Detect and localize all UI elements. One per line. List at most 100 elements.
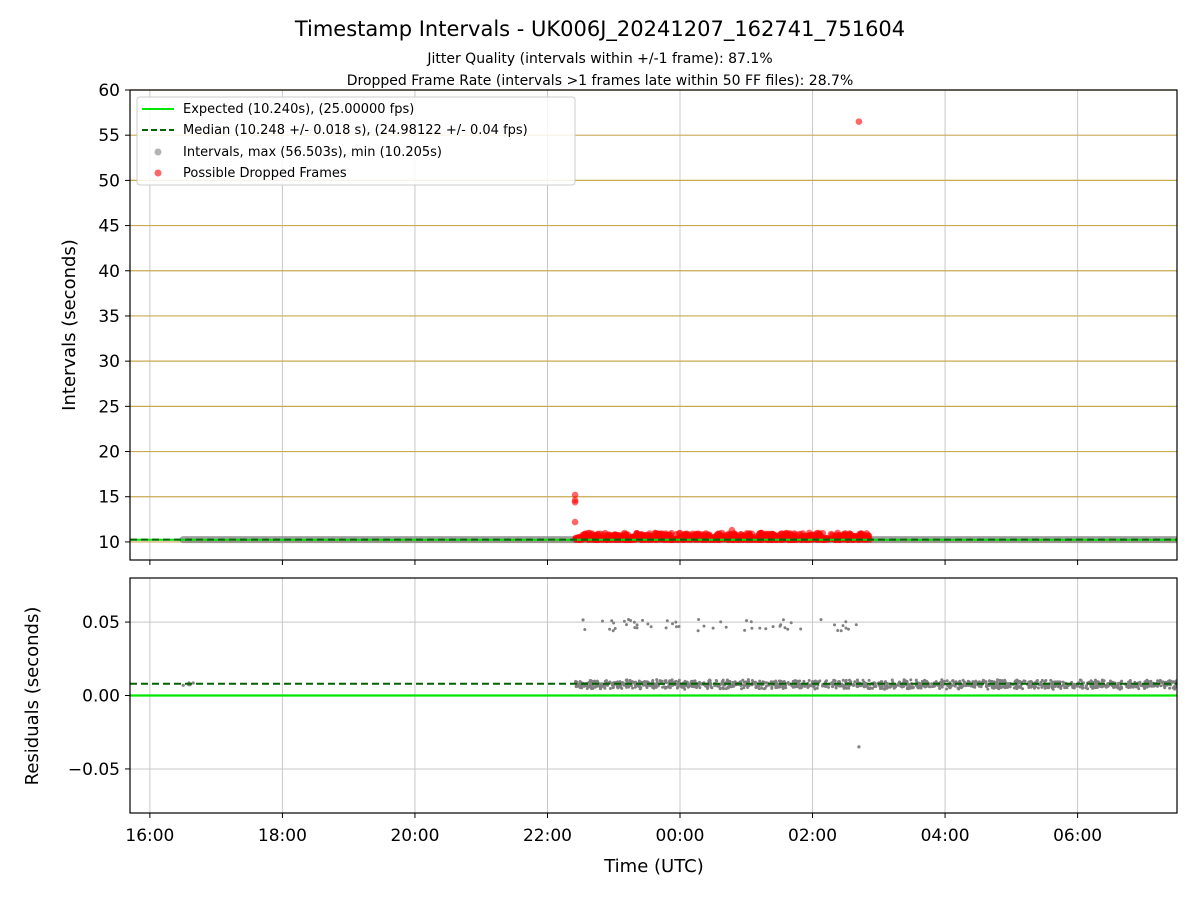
residual-upper-point: [581, 618, 585, 622]
residual-upper-point: [786, 627, 790, 631]
residual-point: [718, 686, 722, 690]
residual-point: [1150, 682, 1153, 686]
residual-point: [837, 680, 841, 683]
x-tick-label: 16:00: [125, 826, 174, 846]
residual-point: [676, 685, 680, 689]
residual-point: [1127, 685, 1131, 688]
residual-point: [740, 687, 743, 691]
residual-point: [784, 684, 787, 688]
residual-point: [797, 683, 801, 687]
residual-point: [661, 685, 665, 689]
residual-point: [848, 678, 851, 682]
residual-upper-point: [601, 619, 604, 623]
residual-point: [1079, 679, 1083, 682]
residual-point: [890, 678, 894, 682]
residual-point: [731, 680, 735, 684]
residual-point: [615, 685, 619, 689]
residual-point: [1059, 684, 1063, 688]
intervals-y-tick-label: 20: [98, 443, 120, 463]
residual-point: [725, 679, 729, 682]
intervals-y-tick-label: 10: [98, 533, 120, 553]
residual-upper-point: [613, 627, 617, 630]
residual-upper-point: [724, 625, 728, 629]
residual-upper-point: [783, 626, 787, 630]
residual-point: [984, 681, 988, 685]
residual-point: [721, 678, 725, 682]
legend: Expected (10.240s), (25.00000 fps) Media…: [136, 96, 576, 186]
residual-point: [925, 680, 929, 684]
dropped-frame-point: [771, 532, 778, 539]
intervals-y-tick-label: 25: [98, 397, 120, 417]
residual-upper-point: [635, 623, 639, 627]
residual-upper-point: [635, 626, 639, 630]
residual-point: [1156, 679, 1160, 683]
residual-upper-point: [629, 619, 633, 622]
residual-point: [987, 679, 991, 683]
residual-point: [864, 682, 868, 685]
residual-point: [945, 687, 949, 691]
residual-point: [627, 685, 631, 689]
residual-point: [945, 679, 949, 683]
residual-point: [993, 685, 997, 689]
residual-point: [778, 685, 782, 689]
residual-point: [580, 686, 584, 690]
residual-point: [601, 684, 605, 688]
residual-point: [1106, 682, 1110, 686]
residual-upper-point: [611, 629, 615, 633]
residual-point: [1147, 684, 1151, 688]
residual-point: [867, 678, 871, 682]
residual-point: [909, 686, 913, 690]
residual-point: [922, 684, 926, 688]
residual-upper-point: [665, 619, 669, 623]
intervals-y-tick-label: 45: [98, 217, 120, 237]
residual-point: [973, 685, 977, 689]
residual-upper-point: [674, 625, 678, 629]
residual-point: [1049, 678, 1053, 682]
residual-point: [962, 681, 966, 685]
residual-upper-point: [622, 619, 626, 623]
residual-point: [1003, 678, 1007, 682]
residual-point: [728, 679, 732, 683]
dropped-frame-point: [846, 530, 853, 537]
residual-point: [940, 684, 944, 688]
x-tick-label: 00:00: [656, 826, 705, 846]
residual-point: [1126, 682, 1130, 686]
residual-point: [1044, 679, 1048, 682]
residual-upper-point: [697, 618, 701, 621]
dropped-frame-point: [716, 531, 723, 538]
residual-point: [1050, 686, 1054, 690]
residual-upper-point: [711, 626, 715, 630]
legend-dropped-swatch: [154, 169, 162, 177]
residual-point: [644, 680, 648, 684]
residual-point: [1015, 678, 1019, 682]
residual-point: [1161, 681, 1165, 685]
intervals-y-tick-label: 50: [98, 171, 120, 191]
figure-title: Timestamp Intervals - UK006J_20241207_16…: [294, 17, 905, 42]
x-tick-label: 18:00: [258, 826, 307, 846]
residual-point: [909, 678, 913, 682]
residual-point: [673, 680, 677, 684]
residual-point: [996, 678, 999, 682]
dropped-frame-point: [756, 530, 763, 537]
residual-point: [1007, 683, 1011, 687]
residual-point: [831, 681, 834, 685]
residual-point: [1040, 682, 1044, 686]
residual-point: [733, 680, 737, 684]
residual-point: [1094, 685, 1098, 689]
residual-point: [870, 686, 874, 690]
residual-point: [1072, 684, 1076, 688]
residual-point: [803, 684, 807, 688]
residual-point: [707, 679, 711, 683]
dropped-frame-point: [683, 530, 691, 538]
residual-point: [692, 679, 696, 683]
residual-point: [1120, 686, 1124, 690]
residual-upper-point: [743, 628, 747, 632]
residual-upper-point: [625, 623, 628, 627]
legend-expected-label: Expected (10.240s), (25.00000 fps): [183, 102, 414, 117]
residual-point: [637, 679, 641, 683]
residual-point: [1159, 684, 1163, 688]
residual-point: [587, 681, 591, 684]
residual-upper-point: [819, 618, 823, 622]
residual-point: [883, 685, 887, 688]
residual-upper-point: [836, 629, 840, 632]
